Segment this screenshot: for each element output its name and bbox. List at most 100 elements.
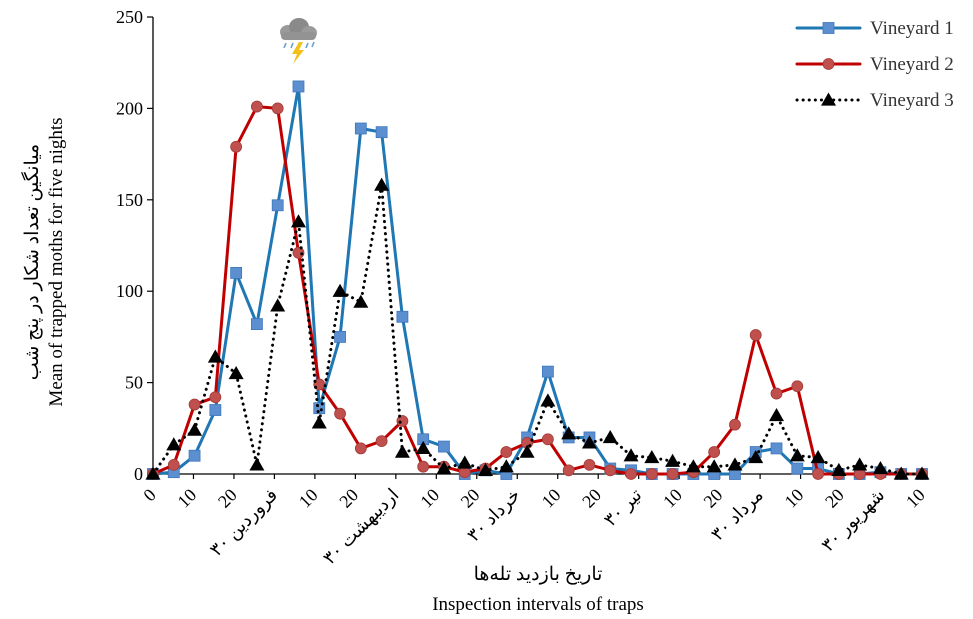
data-point	[230, 267, 243, 279]
x-tick-label: ۳۰ تیر	[600, 485, 646, 531]
data-point	[478, 462, 494, 476]
data-point	[791, 380, 804, 393]
data-point	[228, 365, 244, 380]
data-point	[748, 450, 764, 464]
data-point	[145, 466, 161, 480]
data-point	[812, 468, 824, 480]
data-point	[188, 398, 201, 411]
data-point	[187, 422, 203, 436]
data-point	[729, 418, 741, 431]
data-point	[604, 464, 617, 477]
data-point	[893, 466, 909, 480]
data-point	[561, 426, 577, 440]
data-point	[708, 446, 721, 458]
legend-label: Vineyard 2	[870, 54, 954, 75]
data-point	[334, 407, 346, 420]
data-point	[770, 387, 783, 400]
data-point	[313, 402, 326, 415]
legend: Vineyard 1 Vineyard 2 Vineyard 3	[795, 18, 954, 111]
data-point	[644, 450, 660, 464]
x-tick-label: 10	[659, 485, 686, 512]
data-point	[540, 393, 556, 407]
data-point	[519, 444, 535, 458]
data-point	[292, 246, 305, 259]
y-tick-label: 150	[116, 190, 143, 210]
data-point	[706, 459, 722, 473]
data-point	[623, 448, 639, 462]
data-point	[209, 404, 222, 416]
data-point	[166, 437, 182, 451]
data-point	[645, 468, 658, 480]
x-tick-label: 20	[335, 485, 362, 512]
data-point	[271, 102, 284, 115]
y-axis-ticks: 0 50 100 150 200 250	[116, 7, 153, 484]
x-tick-label: 0	[139, 485, 160, 506]
series-line	[151, 84, 924, 476]
data-point	[334, 330, 346, 343]
data-point	[436, 461, 452, 475]
data-point	[396, 415, 409, 427]
data-point	[727, 457, 743, 471]
data-point	[354, 122, 367, 135]
legend-label: Vineyard 1	[870, 18, 954, 39]
data-point	[770, 442, 783, 455]
data-point	[311, 415, 327, 429]
data-point	[914, 466, 930, 480]
data-point	[666, 468, 679, 480]
data-point	[562, 464, 575, 477]
data-point	[500, 446, 513, 458]
series-layer	[145, 80, 930, 480]
y-tick-label: 100	[116, 281, 143, 301]
y-tick-label: 250	[116, 7, 143, 27]
x-tick-label: ۳۰ اردیبهشت	[319, 485, 403, 569]
x-tick-label: 20	[457, 485, 484, 512]
data-point	[810, 450, 826, 464]
data-point	[375, 126, 388, 139]
data-point	[207, 349, 223, 363]
data-point	[541, 433, 554, 446]
y-axis-title-fa: میانگین تعداد شکار در پنج شب	[20, 144, 43, 380]
data-point	[354, 442, 367, 455]
data-point	[417, 460, 430, 473]
y-axis-titles: میانگین تعداد شکار در پنج شب Mean of tra…	[20, 117, 67, 406]
x-axis-title-en: Inspection intervals of traps	[432, 594, 644, 615]
x-tick-label: 10	[295, 485, 322, 512]
data-point	[602, 429, 618, 444]
legend-label: Vineyard 3	[870, 90, 954, 111]
data-point	[852, 457, 868, 471]
x-tick-label: 10	[902, 485, 929, 512]
data-point	[375, 435, 388, 447]
data-point	[822, 58, 835, 70]
data-point	[251, 100, 263, 113]
storm-cloud-icon	[280, 18, 317, 64]
x-tick-label: 20	[700, 485, 727, 512]
series-3	[145, 177, 930, 480]
data-point	[749, 329, 762, 341]
data-point	[270, 298, 286, 312]
data-point	[292, 80, 305, 93]
data-point	[665, 453, 681, 467]
data-point	[583, 458, 596, 471]
data-point	[872, 461, 888, 475]
data-point	[374, 177, 390, 191]
data-point	[581, 435, 597, 449]
data-point	[498, 459, 514, 473]
data-point	[332, 283, 348, 297]
y-tick-label: 0	[134, 464, 143, 484]
data-point	[167, 458, 180, 471]
data-point	[230, 140, 243, 153]
data-point	[394, 444, 410, 458]
x-tick-label: 10	[173, 485, 200, 512]
data-point	[251, 318, 263, 331]
data-point	[821, 92, 836, 106]
x-tick-label: 10	[416, 485, 443, 512]
data-point	[396, 310, 409, 323]
data-point	[353, 294, 369, 308]
x-tick-label: 20	[821, 485, 848, 512]
data-point	[209, 391, 222, 404]
data-point	[822, 22, 835, 34]
data-point	[769, 408, 785, 422]
